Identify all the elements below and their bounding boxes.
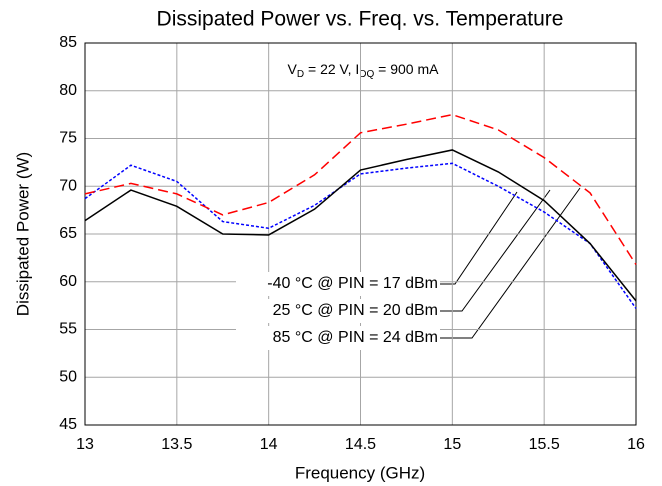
x-axis-title: Frequency (GHz)	[295, 463, 425, 482]
y-tick-label: 75	[59, 130, 77, 147]
subtitle-part: = 900 mA	[374, 61, 439, 77]
x-tick-label: 15.5	[529, 436, 560, 453]
x-tick-label: 13	[76, 436, 94, 453]
subtitle-part: V	[288, 61, 298, 77]
chart-title: Dissipated Power vs. Freq. vs. Temperatu…	[157, 8, 564, 31]
plot-border	[84, 42, 637, 426]
legend-bg	[236, 272, 440, 296]
x-tick-label: 13.5	[161, 436, 192, 453]
y-tick-label: 65	[59, 225, 77, 242]
x-tick-label: 15	[443, 436, 461, 453]
series-line	[84, 113, 637, 265]
subtitle-part: D	[297, 69, 304, 80]
y-axis-title: Dissipated Power (W)	[13, 152, 32, 316]
chart-subtitle: VD = 22 V, IDQ = 900 mA	[288, 61, 440, 80]
x-tick-label: 14.5	[345, 436, 376, 453]
y-tick-label: 85	[59, 34, 77, 51]
legend-bg	[236, 326, 440, 350]
legend-label: 25 °C @ PIN = 20 dBm	[273, 302, 438, 319]
y-tick-label: 55	[59, 321, 77, 338]
x-tick-label: 14	[260, 436, 278, 453]
y-tick-label: 80	[59, 82, 77, 99]
subtitle-part: = 22 V, I	[304, 61, 359, 77]
series-line	[84, 149, 637, 302]
series-line	[84, 162, 637, 309]
leader-line	[440, 189, 551, 312]
x-tick-label: 16	[627, 436, 645, 453]
y-tick-label: 45	[59, 416, 77, 433]
leader-line	[440, 191, 518, 285]
subtitle-part: DQ	[359, 69, 374, 80]
legend-label: 85 °C @ PIN = 24 dBm	[273, 329, 438, 346]
y-tick-label: 50	[59, 368, 77, 385]
legend-label: -40 °C @ PIN = 17 dBm	[267, 275, 438, 292]
y-tick-label: 70	[59, 177, 77, 194]
y-tick-label: 60	[59, 273, 77, 290]
legend-bg	[236, 299, 440, 323]
